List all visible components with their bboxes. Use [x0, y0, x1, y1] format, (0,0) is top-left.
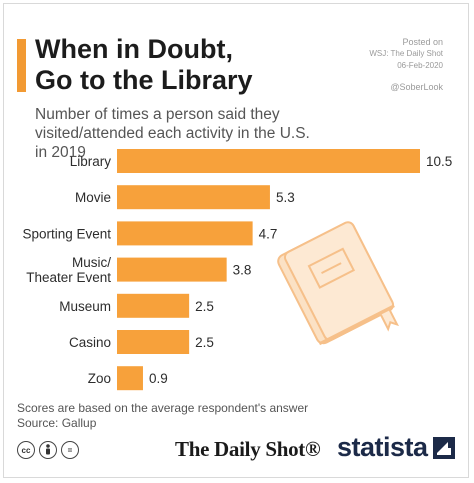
- value-label-5: 2.5: [195, 335, 214, 350]
- chart-subtitle: Number of times a person said they visit…: [35, 106, 310, 161]
- bar-6: [117, 366, 143, 391]
- title-accent-bar: [17, 39, 26, 92]
- creative-commons-icon: cc: [17, 441, 35, 459]
- category-label-3: Music/Theater Event: [26, 255, 111, 285]
- bar-3: [117, 257, 227, 282]
- posted-date: 06-Feb-2020: [397, 61, 443, 70]
- category-label-1: Movie: [75, 190, 111, 205]
- value-label-3: 3.8: [233, 263, 252, 278]
- value-label-6: 0.9: [149, 371, 168, 386]
- footnote-note: Scores are based on the average responde…: [17, 401, 309, 415]
- infographic-frame: [3, 3, 469, 478]
- bar-2: [117, 221, 253, 246]
- title-line-1: When in Doubt,: [35, 34, 233, 64]
- posted-on-label: Posted on: [402, 37, 443, 47]
- statista-logo: statista: [337, 432, 428, 462]
- author-handle: @SoberLook: [390, 82, 443, 92]
- the-daily-shot-logo: The Daily Shot®: [175, 437, 321, 461]
- category-label-2: Sporting Event: [22, 226, 111, 241]
- title-line-2: Go to the Library: [35, 65, 253, 95]
- value-label-0: 10.5: [426, 154, 452, 169]
- category-label-5: Casino: [69, 335, 111, 350]
- value-label-1: 5.3: [276, 190, 295, 205]
- statista-mark-icon: [433, 437, 455, 459]
- book-icon: [277, 221, 400, 346]
- bar-0: [117, 149, 420, 173]
- no-derivatives-icon: =: [61, 441, 79, 459]
- chart-title: When in Doubt, Go to the Library: [35, 34, 253, 96]
- value-label-2: 4.7: [259, 226, 278, 241]
- category-label-4: Museum: [59, 299, 111, 314]
- value-label-4: 2.5: [195, 299, 214, 314]
- footnote-source: Source: Gallup: [17, 416, 97, 430]
- posted-source: WSJ: The Daily Shot: [369, 49, 443, 58]
- category-label-0: Library: [70, 154, 112, 169]
- bar-5: [117, 330, 190, 354]
- category-label-6: Zoo: [88, 371, 111, 386]
- bar-1: [117, 185, 270, 210]
- footnote: Scores are based on the average responde…: [17, 401, 308, 431]
- bar-4: [117, 293, 190, 318]
- license-icons: cc =: [17, 441, 79, 461]
- attribution-icon: [39, 441, 57, 459]
- posted-info: Posted on WSJ: The Daily Shot 06-Feb-202…: [335, 36, 443, 72]
